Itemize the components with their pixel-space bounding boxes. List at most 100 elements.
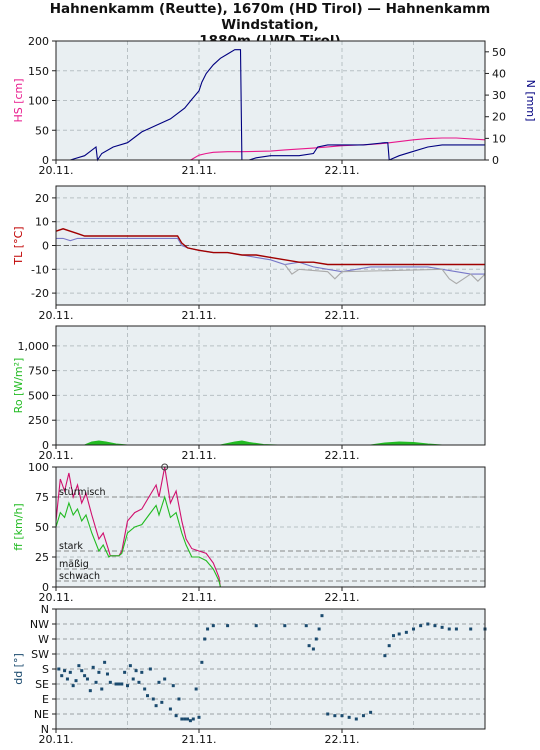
x-tick-label: 21.11. bbox=[182, 449, 217, 462]
data-point bbox=[440, 625, 444, 629]
y-tick-label: S bbox=[42, 663, 49, 676]
plot-frame bbox=[55, 325, 486, 446]
data-line bbox=[56, 49, 485, 162]
y-tick-label: 10 bbox=[35, 216, 49, 229]
x-tick-label: 21.11. bbox=[182, 164, 217, 177]
data-point bbox=[206, 627, 210, 631]
y2-tick-label: 0 bbox=[492, 154, 499, 167]
y-tick-label: -20 bbox=[31, 287, 49, 300]
data-point bbox=[174, 714, 178, 718]
data-point bbox=[123, 670, 127, 674]
data-point bbox=[97, 670, 101, 674]
data-point bbox=[103, 660, 107, 664]
data-point bbox=[188, 719, 192, 723]
panel-3 bbox=[52, 325, 486, 449]
data-point bbox=[88, 689, 92, 693]
threshold-label: schwach bbox=[59, 571, 100, 582]
x-tick-label: 22.11. bbox=[325, 309, 360, 322]
data-point bbox=[361, 714, 365, 718]
y-axis-label: HS [cm] bbox=[12, 78, 25, 122]
y-tick-label: 100 bbox=[28, 461, 49, 474]
y-tick-label: 250 bbox=[28, 414, 49, 427]
y-tick-label: 50 bbox=[35, 521, 49, 534]
data-point bbox=[71, 684, 75, 688]
data-point bbox=[183, 717, 187, 721]
data-point bbox=[387, 644, 391, 648]
data-point bbox=[168, 707, 172, 711]
data-point bbox=[211, 624, 215, 628]
data-point bbox=[404, 630, 408, 634]
data-point bbox=[154, 704, 158, 708]
data-point bbox=[134, 669, 138, 673]
data-line bbox=[190, 137, 486, 161]
x-tick-label: 20.11. bbox=[39, 733, 74, 746]
data-point bbox=[383, 654, 387, 658]
data-point bbox=[148, 667, 152, 671]
y-tick-label: SE bbox=[35, 678, 49, 691]
threshold-label: stark bbox=[59, 541, 83, 552]
data-point bbox=[105, 672, 109, 676]
data-point bbox=[447, 627, 451, 631]
x-tick-label: 20.11. bbox=[39, 309, 74, 322]
data-point bbox=[311, 647, 315, 651]
data-line bbox=[284, 264, 486, 285]
x-tick-label: 20.11. bbox=[39, 164, 74, 177]
data-point bbox=[137, 680, 141, 684]
data-point bbox=[226, 624, 230, 628]
y-tick-label: NE bbox=[34, 708, 49, 721]
data-point bbox=[354, 717, 358, 721]
y2-tick-label: 40 bbox=[492, 67, 506, 80]
data-point bbox=[177, 697, 181, 701]
data-point bbox=[157, 680, 161, 684]
data-point bbox=[180, 717, 184, 721]
x-tick-label: 21.11. bbox=[182, 309, 217, 322]
y-tick-label: N bbox=[41, 723, 49, 736]
data-point bbox=[419, 624, 423, 628]
data-point bbox=[77, 664, 81, 668]
data-point bbox=[63, 669, 67, 673]
x-tick-label: 22.11. bbox=[325, 733, 360, 746]
y2-tick-label: 10 bbox=[492, 132, 506, 145]
data-point bbox=[200, 660, 204, 664]
data-point bbox=[454, 627, 458, 631]
data-point bbox=[347, 715, 351, 719]
y-tick-label: 0 bbox=[42, 581, 49, 594]
data-point bbox=[114, 682, 118, 686]
y-tick-label: 20 bbox=[35, 192, 49, 205]
data-point bbox=[314, 637, 318, 641]
data-point bbox=[163, 677, 167, 681]
plot-frame bbox=[55, 608, 486, 730]
data-point bbox=[151, 697, 155, 701]
data-point bbox=[391, 634, 395, 638]
data-line bbox=[56, 237, 485, 275]
data-point bbox=[469, 627, 473, 631]
data-point bbox=[340, 714, 344, 718]
x-tick-label: 22.11. bbox=[325, 449, 360, 462]
data-point bbox=[304, 624, 308, 628]
data-point bbox=[307, 644, 311, 648]
y-tick-label: 150 bbox=[28, 65, 49, 78]
data-point bbox=[397, 632, 401, 636]
panel-1 bbox=[52, 40, 489, 164]
y-tick-label: 0 bbox=[42, 154, 49, 167]
y-tick-label: 500 bbox=[28, 389, 49, 402]
data-point bbox=[171, 684, 175, 688]
y2-axis-label: N [mm] bbox=[524, 80, 537, 122]
y-axis-label: TL [°C] bbox=[12, 226, 25, 265]
data-line bbox=[55, 228, 485, 266]
panel-5 bbox=[52, 608, 487, 733]
data-point bbox=[128, 664, 132, 668]
data-point bbox=[433, 624, 437, 628]
x-tick-label: 21.11. bbox=[182, 733, 217, 746]
data-point bbox=[91, 665, 95, 669]
y-tick-label: E bbox=[42, 693, 49, 706]
y-axis-label: Ro [W/m²] bbox=[12, 358, 25, 414]
y-tick-label: NW bbox=[30, 618, 49, 631]
data-point bbox=[160, 700, 164, 704]
plot-frame bbox=[55, 185, 486, 306]
data-point bbox=[140, 670, 144, 674]
data-point bbox=[108, 680, 112, 684]
data-point bbox=[83, 674, 87, 678]
data-point bbox=[426, 622, 430, 626]
threshold-label: mäßig bbox=[59, 559, 89, 570]
